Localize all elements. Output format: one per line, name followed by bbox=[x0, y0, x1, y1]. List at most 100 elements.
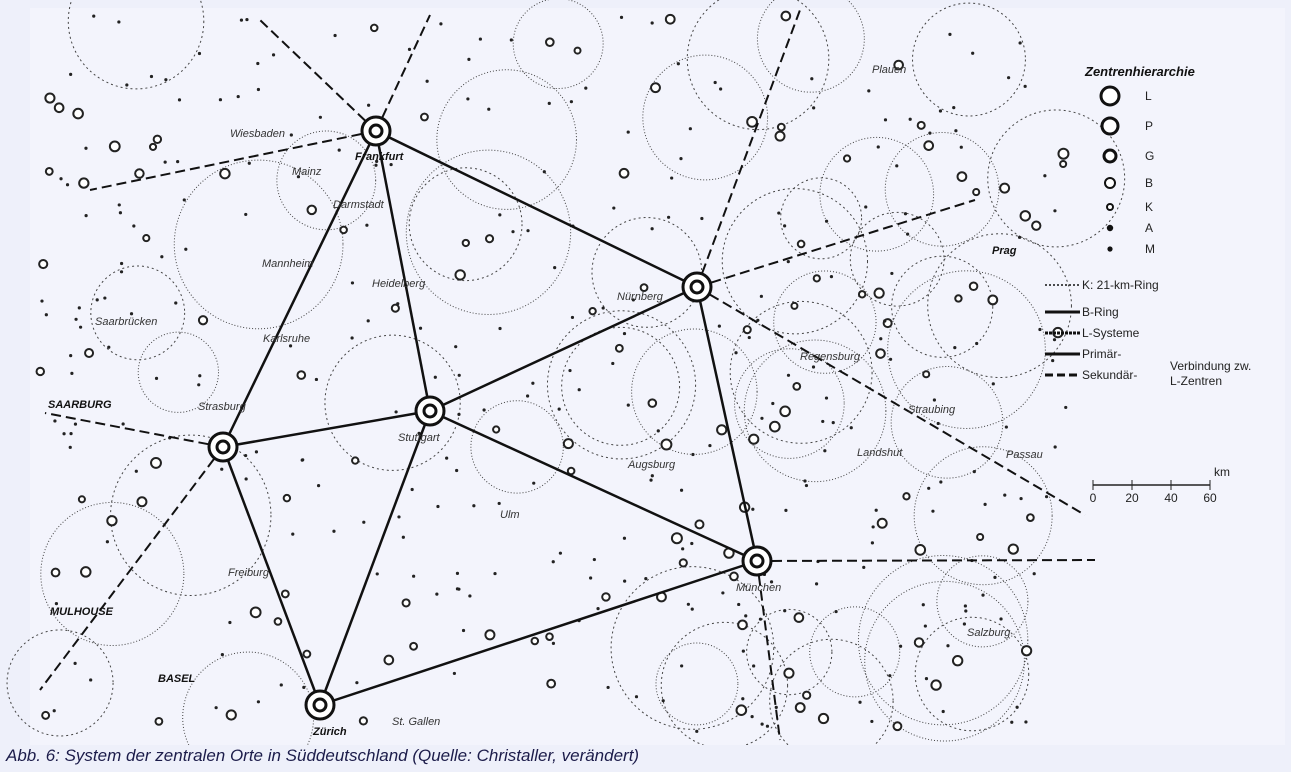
place bbox=[815, 582, 818, 585]
place bbox=[319, 116, 322, 119]
place bbox=[606, 686, 609, 689]
place bbox=[199, 316, 207, 324]
place bbox=[221, 653, 224, 656]
place bbox=[1033, 572, 1036, 575]
place bbox=[178, 98, 181, 101]
city-label: Darmstadt bbox=[333, 199, 385, 211]
place bbox=[245, 477, 248, 480]
place bbox=[679, 157, 682, 160]
place bbox=[970, 282, 978, 290]
city-label: Regensburg bbox=[800, 351, 861, 363]
place bbox=[92, 15, 95, 18]
place bbox=[923, 371, 929, 377]
place bbox=[876, 349, 885, 358]
place bbox=[700, 217, 703, 220]
place bbox=[795, 613, 804, 622]
place bbox=[79, 178, 88, 187]
legend-label: L bbox=[1145, 89, 1152, 103]
place bbox=[498, 502, 501, 505]
place bbox=[1005, 425, 1008, 428]
place bbox=[40, 299, 43, 302]
place bbox=[456, 572, 459, 575]
place bbox=[174, 301, 177, 304]
place bbox=[371, 25, 378, 32]
place bbox=[421, 114, 428, 121]
l-center bbox=[683, 273, 711, 301]
place bbox=[953, 656, 962, 665]
place bbox=[1000, 184, 1009, 193]
place bbox=[681, 547, 684, 550]
place bbox=[390, 163, 393, 166]
place bbox=[670, 176, 673, 179]
scale-tick-label: 0 bbox=[1090, 491, 1097, 505]
place bbox=[215, 706, 218, 709]
place bbox=[973, 189, 979, 195]
place bbox=[784, 669, 793, 678]
place bbox=[666, 15, 675, 24]
place bbox=[708, 444, 711, 447]
place bbox=[197, 383, 200, 386]
place bbox=[893, 722, 901, 730]
place bbox=[787, 260, 790, 263]
place bbox=[993, 576, 996, 579]
place bbox=[66, 183, 69, 186]
place bbox=[589, 576, 592, 579]
place bbox=[981, 594, 984, 597]
place bbox=[651, 474, 654, 477]
legend-label: A bbox=[1145, 221, 1153, 235]
place bbox=[248, 162, 251, 165]
place bbox=[890, 272, 893, 275]
place bbox=[680, 664, 683, 667]
place bbox=[455, 270, 464, 279]
place bbox=[53, 709, 56, 712]
place bbox=[927, 487, 930, 490]
place bbox=[564, 439, 573, 448]
place bbox=[611, 362, 614, 365]
city-label: Zürich bbox=[312, 726, 347, 738]
place bbox=[570, 100, 573, 103]
place bbox=[176, 160, 179, 163]
place bbox=[89, 678, 92, 681]
legend-note: L-Zentren bbox=[1170, 374, 1222, 388]
place bbox=[453, 672, 456, 675]
place bbox=[42, 712, 49, 719]
place bbox=[350, 336, 353, 339]
l-center bbox=[209, 433, 237, 461]
place bbox=[803, 692, 810, 699]
place bbox=[360, 717, 367, 724]
place bbox=[1019, 497, 1022, 500]
place bbox=[928, 132, 931, 135]
place bbox=[227, 710, 236, 719]
place bbox=[532, 638, 539, 645]
place bbox=[775, 706, 778, 709]
place bbox=[55, 602, 58, 605]
place bbox=[106, 540, 109, 543]
place bbox=[462, 629, 465, 632]
city-label: Salzburg bbox=[967, 627, 1011, 639]
place bbox=[291, 532, 294, 535]
city-label: Passau bbox=[1006, 449, 1043, 461]
place bbox=[877, 145, 880, 148]
place bbox=[315, 378, 318, 381]
legend-label: K bbox=[1145, 200, 1153, 214]
scale-tick-label: 20 bbox=[1125, 491, 1139, 505]
place bbox=[864, 205, 867, 208]
city-label: Wiesbaden bbox=[230, 128, 285, 140]
scale-tick-label: 60 bbox=[1203, 491, 1217, 505]
place bbox=[96, 298, 99, 301]
place bbox=[862, 566, 865, 569]
place bbox=[922, 603, 925, 606]
place bbox=[547, 680, 555, 688]
place bbox=[623, 580, 626, 583]
legend-line-label: Primär- bbox=[1082, 347, 1121, 361]
place bbox=[627, 404, 630, 407]
place bbox=[70, 372, 73, 375]
place bbox=[584, 87, 587, 90]
place bbox=[155, 718, 162, 725]
place bbox=[793, 383, 800, 390]
place bbox=[719, 87, 722, 90]
place bbox=[899, 645, 902, 648]
place bbox=[810, 77, 813, 80]
place bbox=[198, 52, 201, 55]
place bbox=[955, 295, 961, 301]
